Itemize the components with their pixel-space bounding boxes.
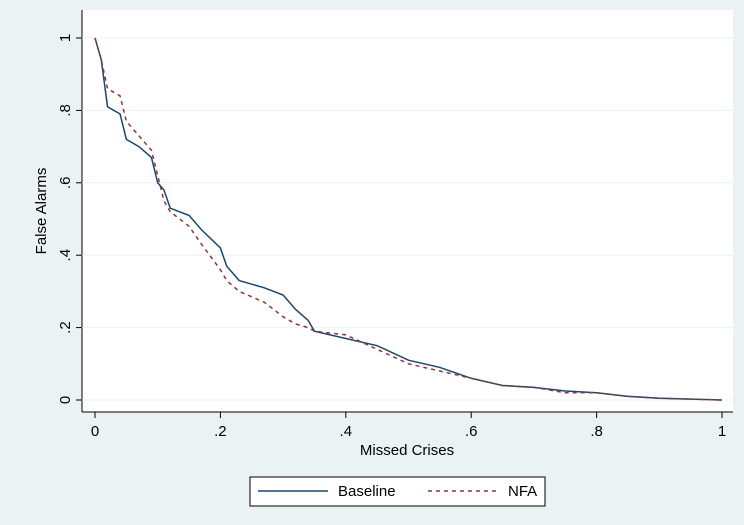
series-line	[94, 37, 723, 401]
y-tick-label: .8	[57, 104, 74, 117]
x-tick-label: .8	[590, 423, 603, 440]
plot-area	[82, 10, 733, 412]
y-tick-label: .4	[57, 249, 74, 262]
legend-label: NFA	[508, 483, 537, 500]
x-tick-label: 0	[91, 423, 99, 440]
x-tick-label: 1	[718, 423, 726, 440]
y-axis-title: False Alarms	[33, 168, 50, 255]
y-tick-label: 0	[57, 396, 74, 404]
y-tick-label: 1	[57, 34, 74, 42]
legend-label: Baseline	[338, 483, 396, 500]
x-tick-label: .2	[214, 423, 227, 440]
y-tick-label: .6	[57, 177, 74, 190]
x-tick-label: .6	[465, 423, 478, 440]
x-tick-label: .4	[340, 423, 353, 440]
x-axis-title: Missed Crises	[360, 442, 454, 459]
y-tick-label: .2	[57, 321, 74, 334]
